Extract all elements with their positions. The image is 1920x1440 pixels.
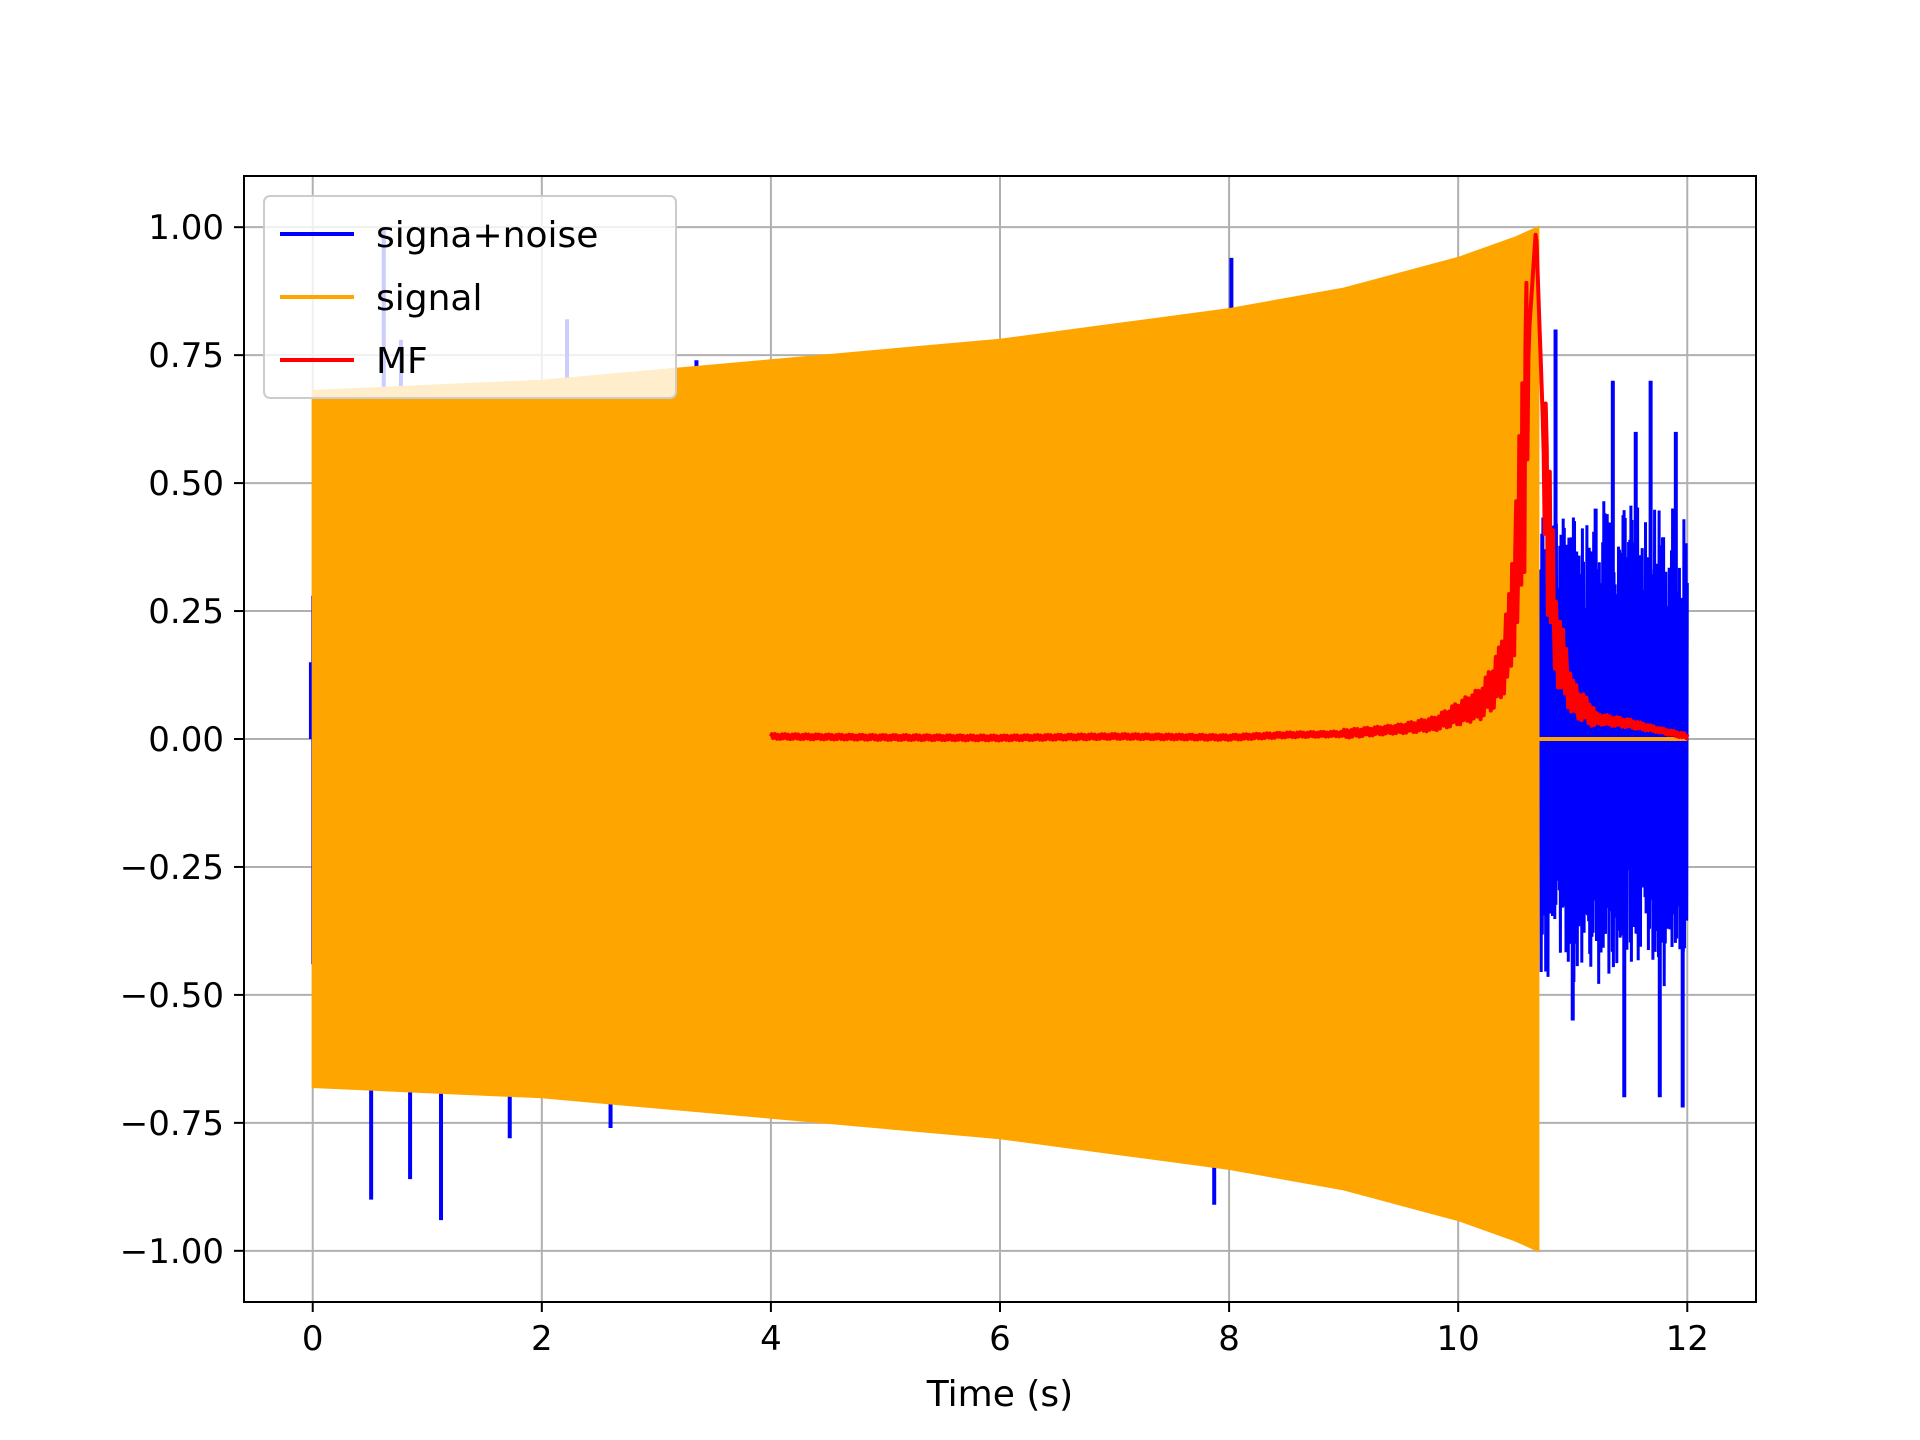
y-tick-label: 0.00: [148, 720, 224, 760]
mf-trace: [769, 232, 1690, 743]
y-tick-label: −0.25: [120, 848, 224, 888]
x-tick-label: 12: [1666, 1319, 1709, 1359]
x-axis-label: Time (s): [926, 1374, 1073, 1415]
x-tick-label: 10: [1437, 1319, 1480, 1359]
x-tick-label: 0: [302, 1319, 324, 1359]
legend-label: signa+noise: [376, 215, 598, 256]
x-tick-label: 2: [531, 1319, 553, 1359]
legend-label: MF: [376, 341, 428, 382]
y-tick-label: 0.75: [148, 336, 224, 376]
legend-item: signal: [280, 278, 483, 319]
legend-label: signal: [376, 278, 483, 319]
legend-box: [263, 195, 677, 399]
legend: signa+noise signal MF: [263, 195, 677, 399]
x-tick-label: 8: [1218, 1319, 1240, 1359]
x-tick-label: 4: [760, 1319, 782, 1359]
ticks: 0 2 4 6 8 10 12 1.00 0.75 0.50 0.25 0.00 −0.25 −0.50 −…: [120, 208, 1709, 1359]
series-layer: [308, 225, 1690, 1253]
x-tick-label: 6: [989, 1319, 1011, 1359]
y-tick-label: −0.50: [120, 976, 224, 1016]
series-mf: [769, 232, 1690, 743]
y-tick-label: 0.50: [148, 464, 224, 504]
y-tick-label: −0.75: [120, 1104, 224, 1144]
y-tick-label: 0.25: [148, 592, 224, 632]
y-tick-label: −1.00: [120, 1232, 224, 1272]
legend-item: MF: [280, 341, 428, 382]
legend-item: signa+noise: [280, 215, 598, 256]
y-tick-label: 1.00: [148, 208, 224, 248]
